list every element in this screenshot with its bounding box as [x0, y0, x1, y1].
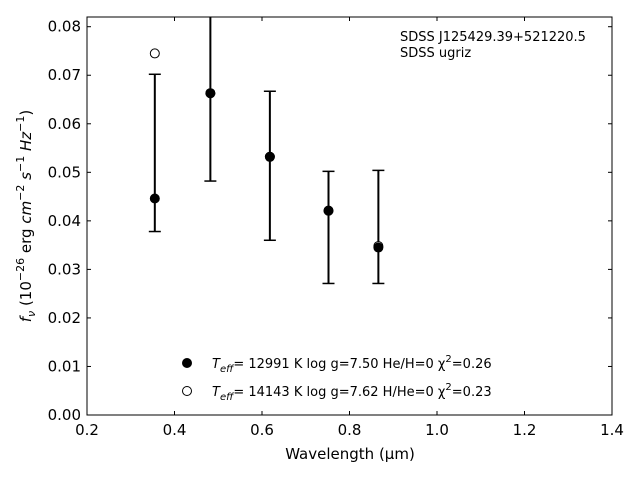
x-tick-label: 0.8 [338, 421, 362, 439]
y-tick-label: 0.05 [48, 163, 81, 181]
legend-label-filled: Teff= 12991 K log g=7.50 He/H=0 χ2=0.26 [212, 354, 492, 375]
data-point-filled [323, 205, 334, 216]
y-tick-label: 0.00 [48, 406, 81, 424]
data-point-filled [373, 242, 384, 253]
legend-entry-filled: Teff= 12991 K log g=7.50 He/H=0 χ2=0.26 [182, 354, 492, 375]
y-tick-label: 0.07 [48, 66, 81, 84]
y-tick-label: 0.04 [48, 212, 81, 230]
x-tick-label: 1.2 [513, 421, 537, 439]
x-tick-label: 0.6 [250, 421, 274, 439]
annotation-survey-name: SDSS ugriz [400, 46, 471, 61]
x-tick-label: 0.2 [75, 421, 99, 439]
x-tick-label: 1.0 [425, 421, 449, 439]
x-tick-label: 1.4 [600, 421, 624, 439]
point-group [149, 48, 384, 253]
data-point-open [149, 48, 160, 59]
x-tick-label: 0.4 [163, 421, 187, 439]
y-tick-label: 0.08 [48, 18, 81, 36]
legend-marker-open [182, 386, 192, 396]
data-point-filled [264, 151, 275, 162]
y-ticks: 0.00 0.01 0.02 0.03 0.04 0.05 0.06 0.07 0.08 [48, 18, 612, 424]
data-point-filled [149, 193, 160, 204]
y-tick-label: 0.02 [48, 309, 81, 327]
legend-entry-open: Teff= 14143 K log g=7.62 H/He=0 χ2=0.23 [182, 382, 492, 403]
plot-area [87, 17, 612, 415]
y-tick-label: 0.01 [48, 357, 81, 375]
y-tick-label: 0.03 [48, 260, 81, 278]
legend-label-open: Teff= 14143 K log g=7.62 H/He=0 χ2=0.23 [212, 382, 492, 403]
svg-text:fν (10−26 erg cm−2 s−1 Hz−1): fν (10−26 erg cm−2 s−1 Hz−1) [14, 110, 38, 323]
y-axis-title: fν (10−26 erg cm−2 s−1 Hz−1) [14, 110, 38, 323]
x-ticks: 0.2 0.4 0.6 0.8 1.0 1.2 1.4 [75, 17, 624, 439]
y-tick-label: 0.06 [48, 115, 81, 133]
legend-marker-filled [182, 358, 192, 368]
x-axis-title: Wavelength (μm) [285, 445, 415, 463]
legend: Teff= 12991 K log g=7.50 He/H=0 χ2=0.26 … [182, 354, 492, 403]
data-point-filled [205, 88, 216, 99]
errorbar-group [148, 17, 385, 285]
annotation-object-name: SDSS J125429.39+521220.5 [400, 30, 586, 45]
